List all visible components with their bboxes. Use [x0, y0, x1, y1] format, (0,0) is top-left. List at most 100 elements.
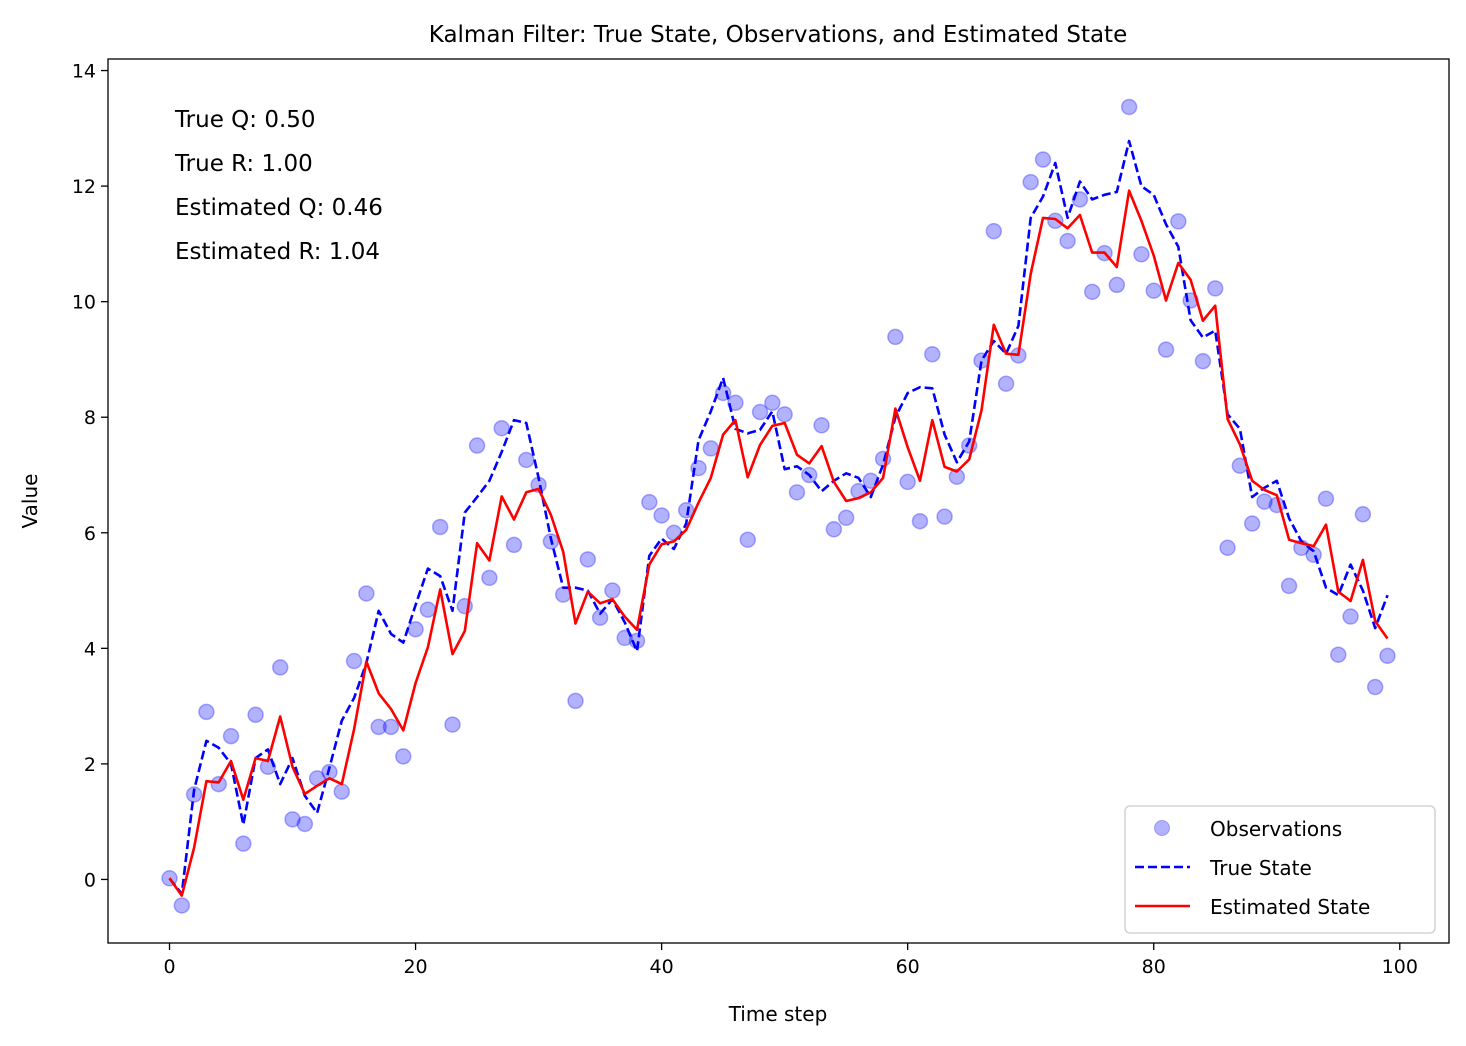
observation-point — [1379, 647, 1396, 665]
observation-point — [1366, 678, 1384, 696]
observation-point — [358, 585, 375, 602]
observation-point — [505, 536, 523, 554]
y-axis-ticks: 0 2 4 6 8 10 12 14 — [72, 61, 108, 891]
observation-point — [271, 659, 289, 676]
observation-point — [1330, 646, 1347, 663]
observation-point — [1083, 283, 1101, 301]
legend-marker-observations — [1154, 820, 1170, 836]
observation-point — [1243, 515, 1261, 532]
y-tick-label: 2 — [84, 754, 96, 776]
observation-point — [604, 582, 621, 599]
observation-point — [567, 692, 584, 710]
observation-point — [1305, 546, 1322, 563]
observation-point — [1206, 280, 1224, 297]
observation-point — [702, 440, 720, 457]
observation-point — [1108, 276, 1126, 294]
observation-point — [345, 652, 363, 670]
x-axis-ticks: 0 20 40 60 80 100 — [163, 943, 1418, 978]
y-tick-label: 8 — [84, 407, 96, 429]
observation-point — [1034, 151, 1052, 168]
observation-point — [751, 403, 769, 421]
observation-point — [493, 419, 510, 437]
y-axis-title: Value — [18, 474, 42, 529]
y-tick-label: 12 — [72, 176, 96, 198]
observation-point — [444, 716, 461, 733]
observation-point — [370, 718, 387, 736]
observation-point — [579, 551, 597, 568]
legend-box — [1124, 805, 1436, 934]
observation-point — [1354, 506, 1372, 523]
x-tick-label: 100 — [1382, 956, 1418, 978]
observation-point — [1022, 173, 1039, 191]
observation-point — [911, 512, 929, 530]
y-tick-label: 10 — [72, 292, 96, 314]
observation-point — [284, 811, 301, 828]
observation-point — [641, 493, 658, 511]
observation-point — [788, 484, 806, 501]
observation-point — [813, 417, 830, 434]
observation-point — [924, 345, 941, 363]
observation-point — [247, 706, 264, 724]
observation-point — [948, 468, 966, 485]
x-tick-label: 60 — [896, 956, 920, 978]
x-axis-title: Time step — [728, 1002, 828, 1026]
series-line-true-state — [168, 139, 1389, 896]
x-tick-label: 80 — [1142, 956, 1166, 978]
plot-frame — [107, 58, 1450, 944]
observation-point — [198, 703, 215, 721]
legend-label-estimated-state: Estimated State — [1210, 895, 1370, 919]
annotation-true-q: True Q: 0.50 — [174, 107, 316, 133]
y-tick-label: 4 — [84, 638, 96, 660]
annotation-estimated-q: Estimated Q: 0.46 — [175, 195, 383, 221]
parameter-annotations: True Q: 0.50 True R: 1.00 Estimated Q: 0… — [174, 107, 383, 265]
observation-point — [382, 718, 400, 736]
observation-point — [407, 621, 424, 638]
y-tick-label: 6 — [84, 523, 96, 545]
observation-point — [776, 406, 793, 423]
observation-point — [837, 509, 855, 527]
observation-point — [222, 727, 240, 745]
x-tick-label: 0 — [163, 956, 175, 978]
observation-point — [1194, 352, 1212, 370]
plot-series — [161, 98, 1396, 914]
observation-point — [727, 394, 744, 412]
observation-point — [1059, 232, 1076, 250]
observation-point — [653, 507, 670, 524]
observation-point — [296, 815, 314, 833]
y-tick-label: 14 — [72, 61, 96, 83]
observation-point — [1342, 608, 1359, 625]
observation-point — [333, 783, 351, 800]
observation-point — [395, 748, 412, 765]
observation-point — [1256, 493, 1273, 510]
observation-point — [997, 375, 1015, 392]
observation-point — [210, 775, 227, 793]
annotation-estimated-r: Estimated R: 1.04 — [175, 239, 380, 265]
observation-point — [1047, 212, 1064, 230]
legend: Observations True State Estimated State — [1124, 805, 1436, 934]
observation-point — [739, 531, 756, 548]
observation-point — [1170, 213, 1187, 230]
chart-title: Kalman Filter: True State, Observations,… — [429, 22, 1127, 48]
observation-point — [468, 437, 486, 454]
observation-point — [936, 508, 953, 525]
observation-point — [431, 518, 449, 536]
legend-label-observations: Observations — [1210, 817, 1342, 841]
observation-point — [1280, 577, 1298, 595]
observation-point — [985, 222, 1003, 240]
observation-point — [887, 328, 904, 346]
series-line-estimated-state — [168, 189, 1389, 897]
legend-label-true-state: True State — [1209, 856, 1312, 880]
observation-point — [1219, 539, 1236, 557]
x-tick-label: 40 — [650, 956, 674, 978]
observation-point — [1120, 98, 1138, 116]
observation-point — [235, 835, 252, 852]
observation-point — [899, 473, 916, 491]
observation-point — [419, 601, 437, 618]
observation-point — [825, 521, 843, 538]
y-tick-label: 0 — [84, 869, 96, 891]
observation-point — [1157, 341, 1175, 358]
observation-point — [1133, 246, 1150, 263]
observation-point — [481, 569, 498, 587]
observation-point — [173, 897, 191, 914]
observation-point — [1317, 490, 1335, 507]
